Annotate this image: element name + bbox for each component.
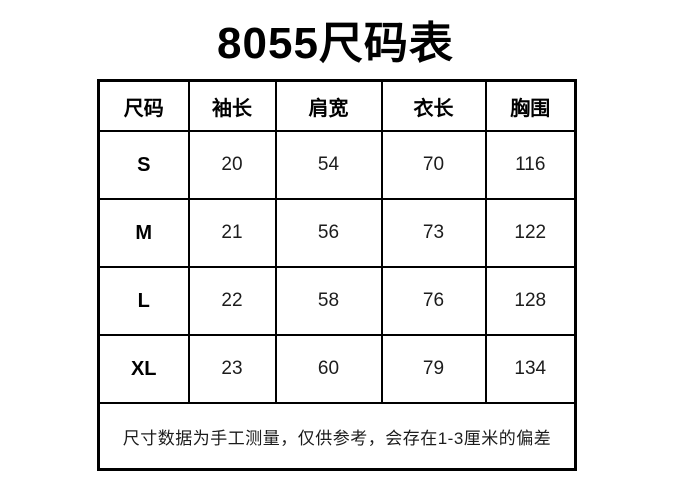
value-cell: 76 (380, 266, 487, 336)
column-header-garment-length: 衣长 (380, 79, 487, 132)
table-header-row: 尺码 袖长 肩宽 衣长 胸围 (97, 79, 577, 132)
value-cell: 70 (380, 130, 487, 200)
value-cell: 23 (187, 334, 277, 404)
footnote-row: 尺寸数据为手工测量，仅供参考，会存在1-3厘米的偏差 (97, 402, 577, 471)
value-cell: 20 (187, 130, 277, 200)
value-cell: 122 (484, 198, 577, 268)
value-cell: 116 (484, 130, 577, 200)
value-cell: 134 (484, 334, 577, 404)
value-cell: 54 (274, 130, 383, 200)
table-row-xl: XL 23 60 79 134 (97, 334, 577, 404)
value-cell: 56 (274, 198, 383, 268)
size-table: 尺码 袖长 肩宽 衣长 胸围 S 20 54 70 116 M 21 (97, 79, 577, 471)
value-cell: 58 (274, 266, 383, 336)
column-header-sleeve-length: 袖长 (187, 79, 277, 132)
table-row-l: L 22 58 76 128 (97, 266, 577, 336)
column-header-chest: 胸围 (484, 79, 577, 132)
value-cell: 128 (484, 266, 577, 336)
page-title: 8055尺码表 (217, 19, 454, 68)
value-cell: 22 (187, 266, 277, 336)
measurement-note: 尺寸数据为手工测量，仅供参考，会存在1-3厘米的偏差 (97, 402, 577, 471)
table-row-m: M 21 56 73 122 (97, 198, 577, 268)
size-label-l: L (97, 266, 190, 336)
size-label-m: M (97, 198, 190, 268)
value-cell: 73 (380, 198, 487, 268)
size-label-xl: XL (97, 334, 190, 404)
table-row-s: S 20 54 70 116 (97, 130, 577, 200)
size-label-s: S (97, 130, 190, 200)
value-cell: 60 (274, 334, 383, 404)
size-chart-content: 8055尺码表 尺码 袖长 肩宽 衣长 胸围 S (97, 0, 577, 471)
value-cell: 21 (187, 198, 277, 268)
column-header-size: 尺码 (97, 79, 190, 132)
column-header-shoulder-width: 肩宽 (274, 79, 383, 132)
value-cell: 79 (380, 334, 487, 404)
